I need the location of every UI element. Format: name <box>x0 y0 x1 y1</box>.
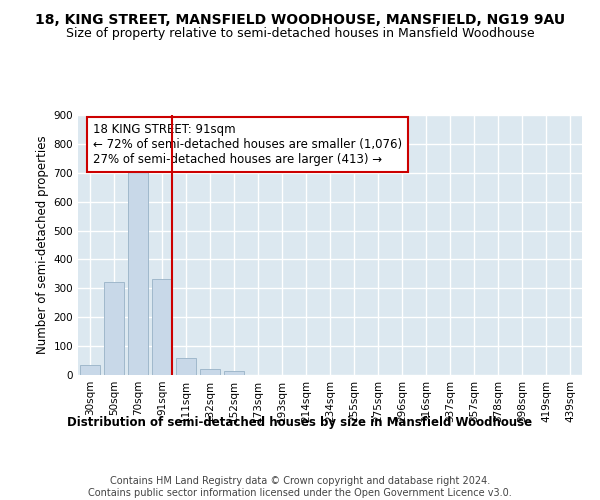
Bar <box>104 282 124 375</box>
Text: Distribution of semi-detached houses by size in Mansfield Woodhouse: Distribution of semi-detached houses by … <box>67 416 533 429</box>
Text: 18, KING STREET, MANSFIELD WOODHOUSE, MANSFIELD, NG19 9AU: 18, KING STREET, MANSFIELD WOODHOUSE, MA… <box>35 12 565 26</box>
Bar <box>224 371 244 375</box>
Bar <box>80 365 100 375</box>
Text: 18 KING STREET: 91sqm
← 72% of semi-detached houses are smaller (1,076)
27% of s: 18 KING STREET: 91sqm ← 72% of semi-deta… <box>93 123 402 166</box>
Bar <box>200 368 220 375</box>
Bar <box>128 161 148 375</box>
Text: Contains HM Land Registry data © Crown copyright and database right 2024.
Contai: Contains HM Land Registry data © Crown c… <box>88 476 512 498</box>
Y-axis label: Number of semi-detached properties: Number of semi-detached properties <box>37 136 49 354</box>
Text: Size of property relative to semi-detached houses in Mansfield Woodhouse: Size of property relative to semi-detach… <box>65 28 535 40</box>
Bar <box>176 358 196 375</box>
Bar <box>152 279 172 375</box>
